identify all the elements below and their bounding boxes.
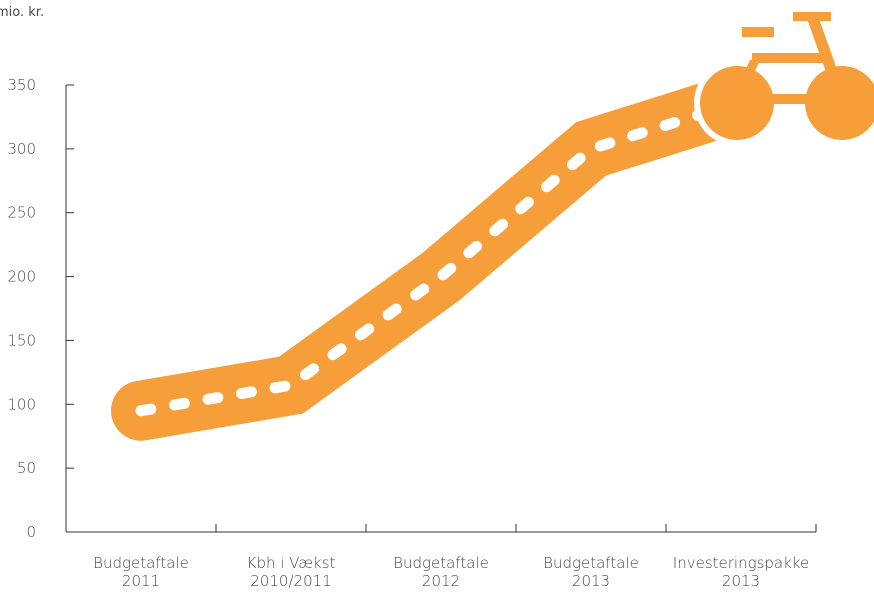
y-unit-label: mio. kr. [0, 5, 44, 20]
x-tick-label-line: Budgetaftale [543, 554, 639, 572]
y-tick-label: 0 [26, 523, 36, 541]
front-wheel [805, 66, 874, 140]
series-road [111, 71, 771, 441]
x-tick-label: Budgetaftale 2013 [543, 554, 639, 590]
x-tick-label: Budgetaftale 2012 [393, 554, 489, 590]
x-tick-label-line: 2012 [422, 572, 460, 590]
series-line [111, 71, 771, 441]
y-tick-label: 50 [17, 459, 36, 477]
y-tick-label: 150 [7, 331, 36, 349]
x-tick-label-line: 2013 [722, 572, 760, 590]
bike-handlebar [793, 12, 831, 21]
rear-wheel [700, 66, 774, 140]
x-tick-label: Budgetaftale 2011 [93, 554, 189, 590]
bike-top-tube [752, 53, 824, 63]
x-tick-label-line: 2013 [572, 572, 610, 590]
y-tick-label: 100 [7, 395, 36, 413]
x-tick-label-line: Budgetaftale [393, 554, 489, 572]
x-tick-label: Investeringspakke 2013 [673, 554, 809, 590]
y-tick-labels: 0 50 100 150 200 250 300 350 [7, 76, 36, 541]
bicycle-icon [694, 12, 874, 146]
x-tick-label-line: 2010/2011 [250, 572, 331, 590]
bike-seat-tube [732, 60, 760, 100]
axes [65, 84, 817, 533]
x-tick-label-line: Budgetaftale [93, 554, 189, 572]
bike-fork [806, 16, 848, 100]
x-tick-label-line: Kbh i Vækst [247, 554, 336, 572]
series-centre-dashes [135, 109, 704, 417]
y-tick-label: 200 [7, 268, 36, 286]
x-tick-label: Kbh i Vækst 2010/2011 [247, 554, 336, 590]
x-tick-label-line: Investeringspakke [673, 554, 809, 572]
y-tick-label: 300 [7, 140, 36, 158]
y-tick-label: 350 [7, 76, 36, 94]
y-tick-label: 250 [7, 204, 36, 222]
bike-chainstay [745, 94, 835, 104]
bike-saddle [742, 27, 774, 37]
x-tick-label-line: 2011 [122, 572, 160, 590]
